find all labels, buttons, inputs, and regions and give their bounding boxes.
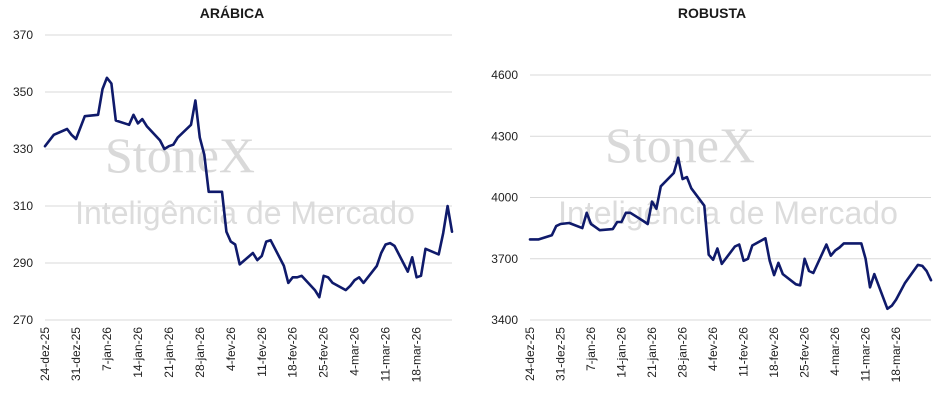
arabica-x-tick-label: 4-fev-26 <box>224 327 238 371</box>
robusta-x-tick-label: 4-mar-26 <box>828 327 842 376</box>
robusta-y-tick-label: 3400 <box>491 313 518 327</box>
arabica-x-tick-label: 24-dez-25 <box>38 327 52 381</box>
arabica-x-tick-label: 14-jan-26 <box>131 327 145 378</box>
arabica-x-tick-label: 28-jan-26 <box>193 327 207 378</box>
arabica-x-tick-label: 18-mar-26 <box>410 327 424 383</box>
robusta-x-tick-label: 4-fev-26 <box>706 327 720 371</box>
arabica-watermark: StoneX Inteligência de Mercado <box>75 127 415 231</box>
robusta-chart: ROBUSTA StoneX Inteligência de Mercado 3… <box>491 5 933 383</box>
robusta-x-tick-label: 18-fev-26 <box>767 327 781 378</box>
robusta-y-tick-label: 4300 <box>491 129 518 143</box>
robusta-watermark: StoneX Inteligência de Mercado <box>558 117 898 231</box>
arabica-x-tick-label: 7-jan-26 <box>100 327 114 371</box>
robusta-series <box>528 156 933 311</box>
arabica-y-tick-label: 330 <box>13 142 33 156</box>
arabica-x-tick-label: 25-fev-26 <box>317 327 331 378</box>
arabica-watermark-tagline: Inteligência de Mercado <box>75 195 415 231</box>
robusta-x-tick-label: 11-mar-26 <box>859 327 873 382</box>
robusta-x-tick-label: 21-jan-26 <box>645 327 659 378</box>
arabica-series <box>43 76 454 299</box>
robusta-x-tick-label: 7-jan-26 <box>584 327 598 371</box>
arabica-title: ARÁBICA <box>200 5 265 21</box>
arabica-x-tick-label: 18-fev-26 <box>286 327 300 378</box>
robusta-price-line <box>528 156 933 311</box>
arabica-y-tick-label: 290 <box>13 256 33 270</box>
robusta-y-tick-label: 4600 <box>491 68 518 82</box>
arabica-price-line <box>43 76 454 299</box>
robusta-gridlines <box>530 74 931 321</box>
robusta-x-tick-label: 11-fev-26 <box>737 327 751 377</box>
robusta-x-ticks: 24-dez-25 31-dez-25 7-jan-26 14-jan-26 21-ja… <box>523 327 903 383</box>
arabica-x-tick-label: 4-mar-26 <box>348 327 362 376</box>
arabica-x-tick-label: 31-dez-25 <box>69 327 83 381</box>
robusta-y-tick-label: 4000 <box>491 191 518 205</box>
arabica-x-tick-label: 11-fev-26 <box>255 327 269 377</box>
robusta-x-tick-label: 31-dez-25 <box>554 327 568 381</box>
robusta-x-tick-label: 25-fev-26 <box>798 327 812 378</box>
robusta-y-tick-label: 3700 <box>491 252 518 266</box>
robusta-x-tick-label: 28-jan-26 <box>676 327 690 378</box>
arabica-x-ticks: 24-dez-25 31-dez-25 7-jan-26 14-jan-26 21-ja… <box>38 327 424 383</box>
arabica-gridlines <box>45 34 452 321</box>
arabica-x-tick-label: 11-mar-26 <box>379 327 393 382</box>
robusta-x-tick-label: 24-dez-25 <box>523 327 537 381</box>
robusta-x-tick-label: 18-mar-26 <box>889 327 903 383</box>
robusta-title: ROBUSTA <box>678 5 746 21</box>
arabica-y-ticks: 270 290 310 330 350 370 <box>13 28 33 327</box>
robusta-watermark-tagline: Inteligência de Mercado <box>558 195 898 231</box>
robusta-x-tick-label: 14-jan-26 <box>615 327 629 378</box>
arabica-y-tick-label: 310 <box>13 199 33 213</box>
arabica-y-tick-label: 270 <box>13 313 33 327</box>
arabica-y-tick-label: 370 <box>13 28 33 42</box>
arabica-y-tick-label: 350 <box>13 85 33 99</box>
arabica-x-tick-label: 21-jan-26 <box>162 327 176 378</box>
arabica-chart: ARÁBICA StoneX Inteligência de Mercado 2… <box>13 5 454 383</box>
robusta-y-ticks: 3400 3700 4000 4300 4600 <box>491 68 518 327</box>
